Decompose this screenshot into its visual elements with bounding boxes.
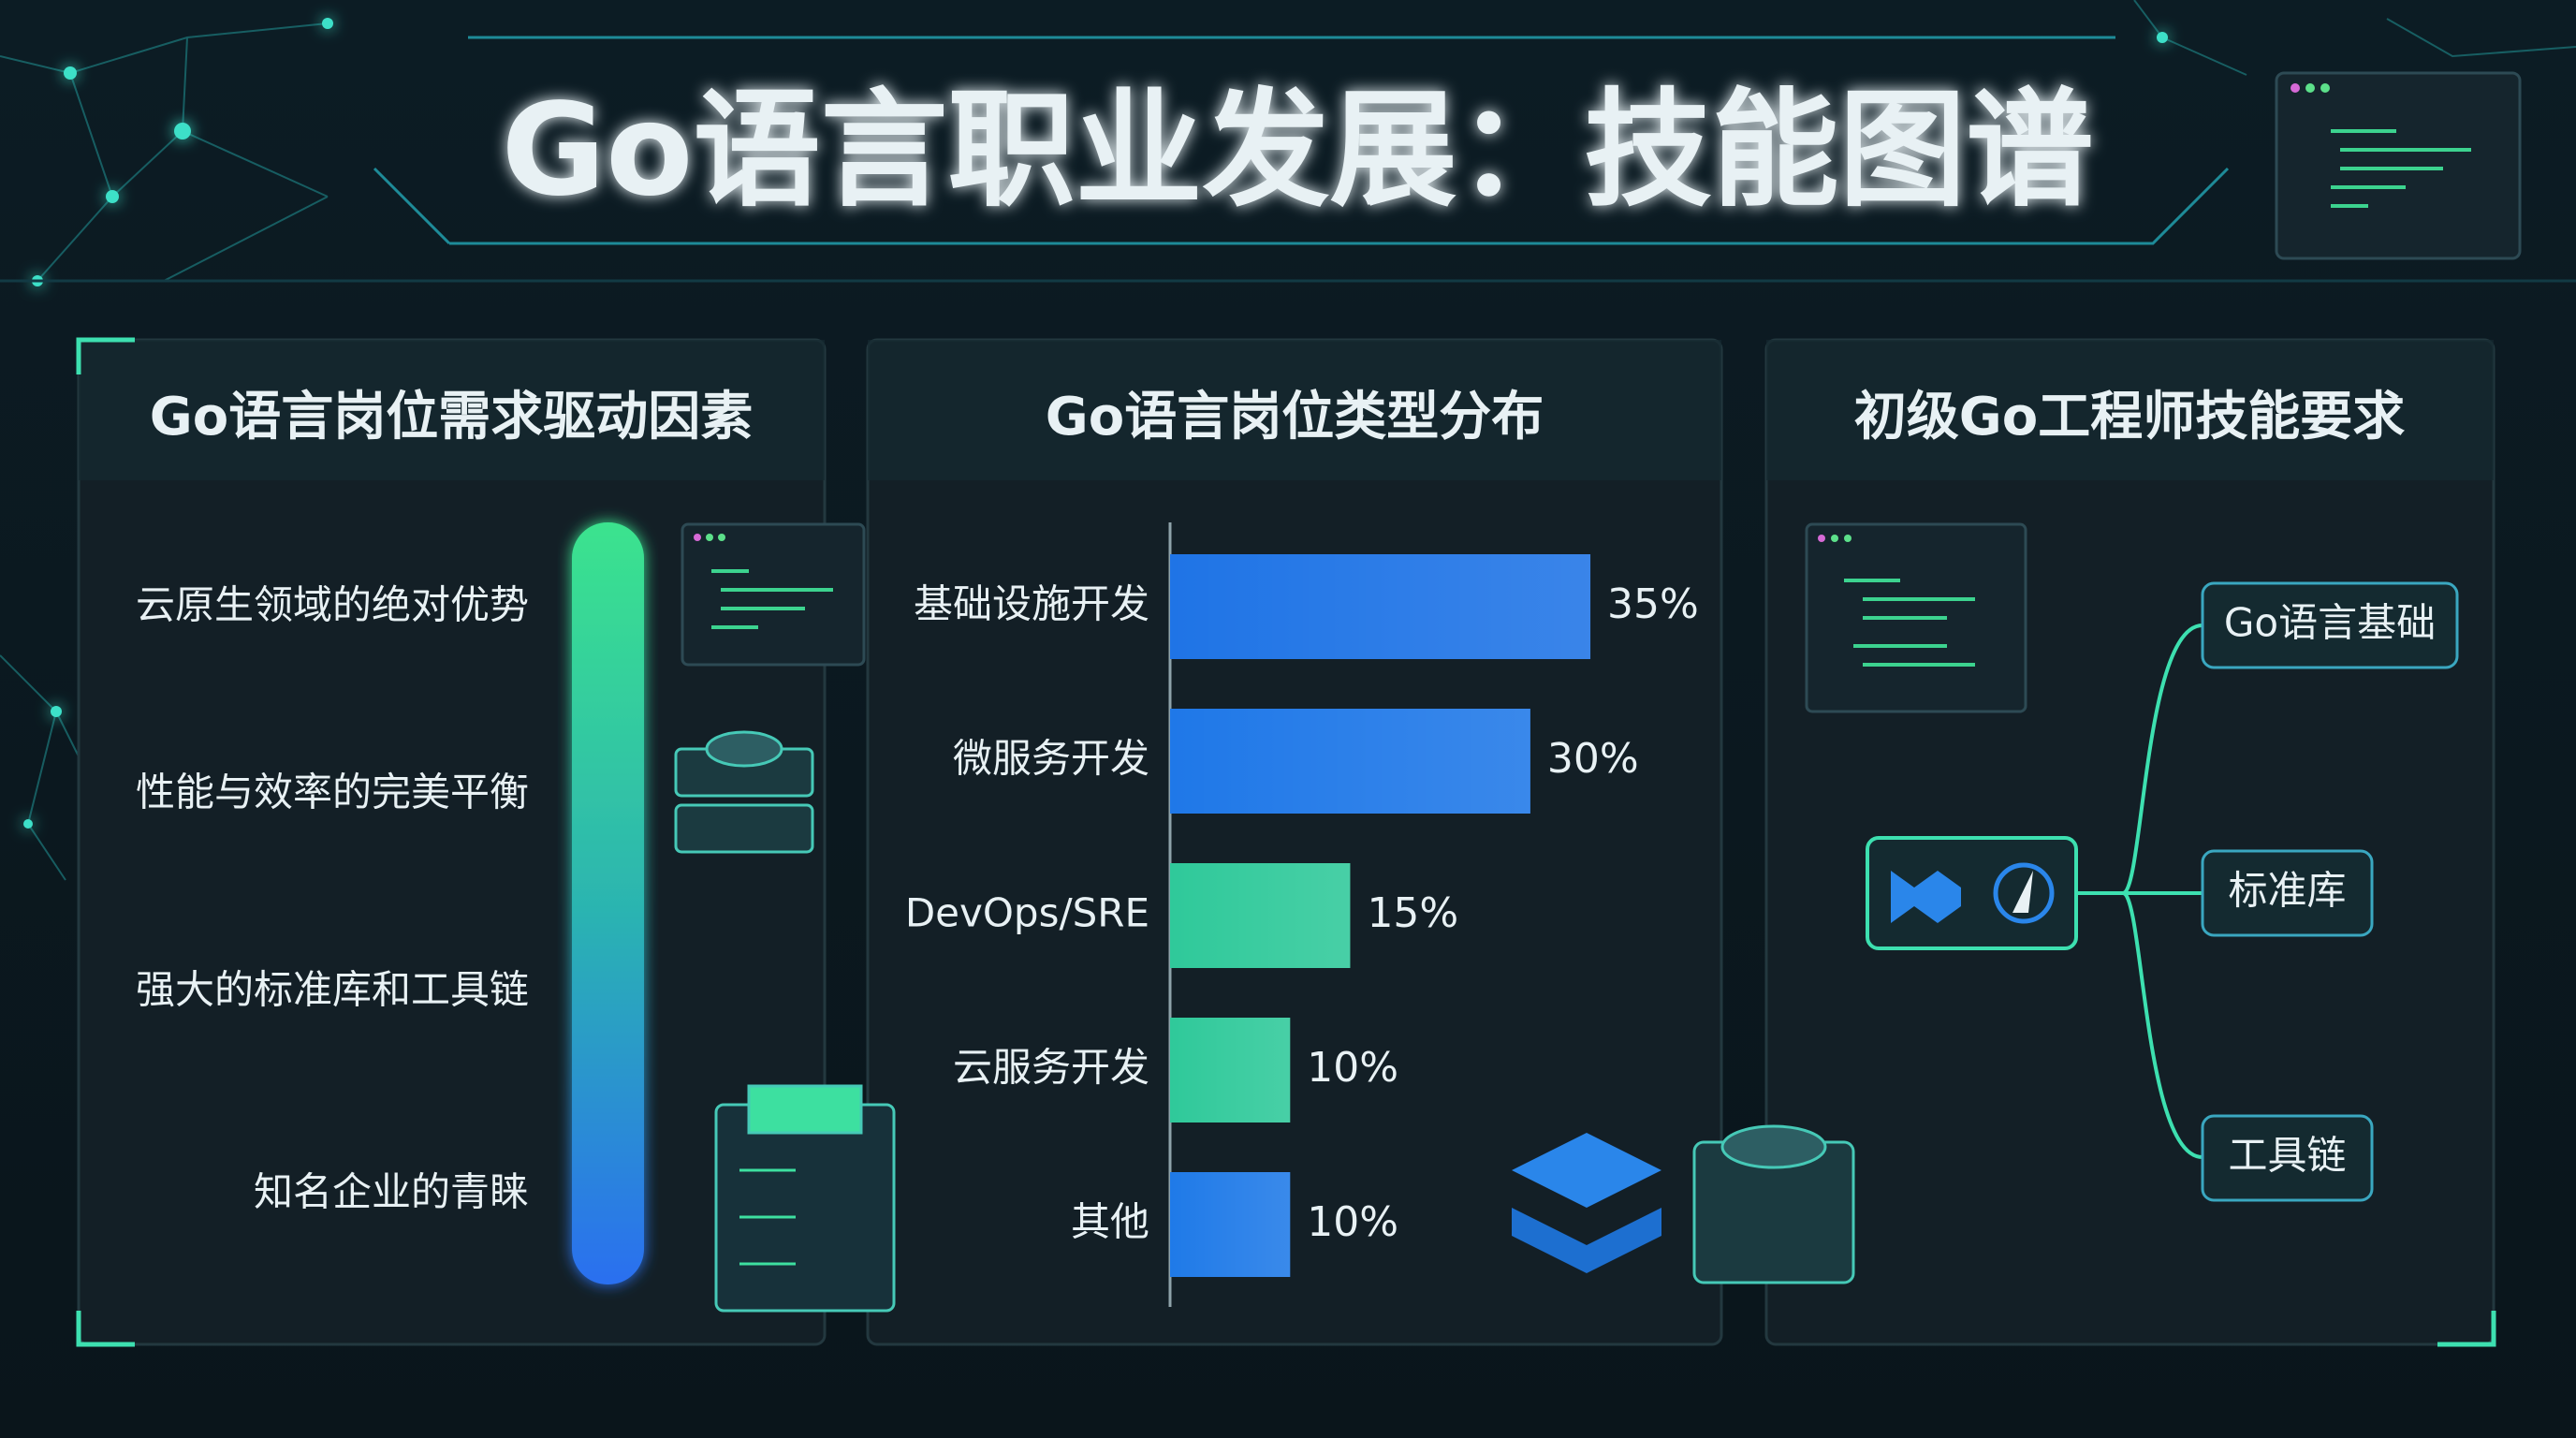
category-label: 基础设施开发: [914, 581, 1149, 627]
driver-item: 强大的标准库和工具链: [136, 967, 529, 1013]
network-nodes: [23, 18, 2168, 829]
skill-tree-links: [2076, 624, 2203, 1159]
bar-plot: 基础设施开发 35% 微服务开发 30% DevOps/SRE 15% 云服务开发 10% 其他…: [905, 554, 1699, 1277]
value-label: 15%: [1367, 889, 1458, 937]
blocks-icon: [1512, 1124, 1855, 1284]
driver-gradient-bar: [572, 522, 644, 1284]
code-window-icon: [1805, 522, 2027, 713]
panel-title: Go语言岗位类型分布: [1046, 387, 1544, 448]
skill-node-box: [2201, 1114, 2374, 1202]
skill-node-box: [2201, 581, 2459, 669]
code-window-icon: [681, 522, 866, 667]
page-title: Go语言职业发展：技能图谱: [501, 77, 2093, 225]
driver-item: 性能与效率的完美平衡: [136, 770, 529, 815]
middle-panel-header: [868, 340, 1721, 480]
bar-shine: [1170, 1172, 1291, 1277]
skill-node-label: 工具链: [2228, 1133, 2346, 1179]
skill-node-box: [2201, 849, 2374, 937]
skill-node-label: 标准库: [2228, 868, 2346, 914]
title-frame: [0, 36, 2576, 283]
value-label: 30%: [1547, 735, 1639, 783]
category-label: 云服务开发: [953, 1045, 1149, 1091]
bar-shine: [1170, 863, 1351, 968]
category-label: DevOps/SRE: [905, 890, 1149, 936]
value-label: 35%: [1607, 580, 1699, 628]
right-panel-header: [1766, 340, 2494, 480]
category-label: 其他: [1071, 1199, 1149, 1245]
driver-item: 知名企业的青睐: [254, 1169, 529, 1215]
bar-shine: [1170, 709, 1530, 814]
bar-shine: [1170, 554, 1591, 659]
panel-title: 初级Go工程师技能要求: [1854, 387, 2405, 448]
left-panel-header: [79, 340, 825, 480]
skill-node-label: Go语言基础: [2224, 600, 2436, 646]
value-label: 10%: [1307, 1198, 1398, 1246]
server-icon: [674, 730, 896, 1313]
network-decor: [0, 0, 2576, 881]
skill-root-node: [1866, 836, 2078, 950]
driver-item: 云原生领域的绝对优势: [136, 582, 529, 628]
panel-title: Go语言岗位需求驱动因素: [150, 387, 753, 448]
code-window-icon: [2275, 71, 2522, 260]
value-label: 10%: [1307, 1044, 1398, 1092]
bar-shine: [1170, 1018, 1291, 1123]
category-label: 微服务开发: [953, 736, 1149, 782]
